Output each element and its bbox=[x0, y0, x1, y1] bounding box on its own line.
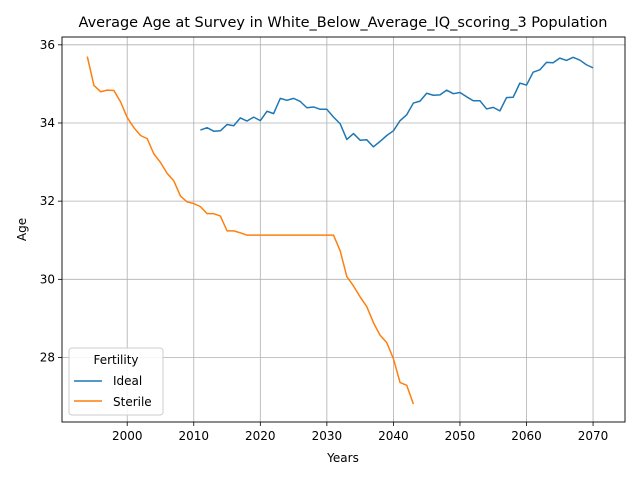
x-tick-label: 2050 bbox=[445, 429, 476, 443]
x-tick-label: 2040 bbox=[378, 429, 409, 443]
series-line-sterile bbox=[86, 56, 415, 405]
legend: Fertility Ideal Sterile bbox=[68, 347, 164, 416]
x-tick-label: 2020 bbox=[245, 429, 276, 443]
y-tick-label: 36 bbox=[40, 38, 55, 52]
x-axis-label: Years bbox=[326, 451, 359, 465]
x-tick-label: 2010 bbox=[178, 429, 209, 443]
legend-title: Fertility bbox=[93, 353, 138, 367]
x-tick-label: 2030 bbox=[312, 429, 343, 443]
chart-title: Average Age at Survey in White_Below_Ave… bbox=[79, 15, 608, 31]
plot-frame bbox=[61, 36, 626, 423]
y-tick-label: 34 bbox=[40, 116, 55, 130]
legend-label-ideal: Ideal bbox=[113, 374, 142, 388]
legend-label-sterile: Sterile bbox=[113, 395, 152, 409]
series-line-ideal bbox=[200, 56, 594, 148]
x-tick-label: 2000 bbox=[112, 429, 143, 443]
x-tick-label: 2060 bbox=[511, 429, 542, 443]
legend-box bbox=[68, 347, 164, 416]
y-tick-label: 28 bbox=[40, 351, 55, 365]
y-tick-label: 32 bbox=[40, 194, 55, 208]
series-layer bbox=[86, 56, 594, 405]
axis-ticks: 2000 2010 2020 2030 2040 2050 2060 2070 28 30 32 34… bbox=[40, 38, 609, 443]
y-axis-label: Age bbox=[15, 218, 29, 241]
y-tick-label: 30 bbox=[40, 272, 55, 286]
x-tick-label: 2070 bbox=[578, 429, 609, 443]
